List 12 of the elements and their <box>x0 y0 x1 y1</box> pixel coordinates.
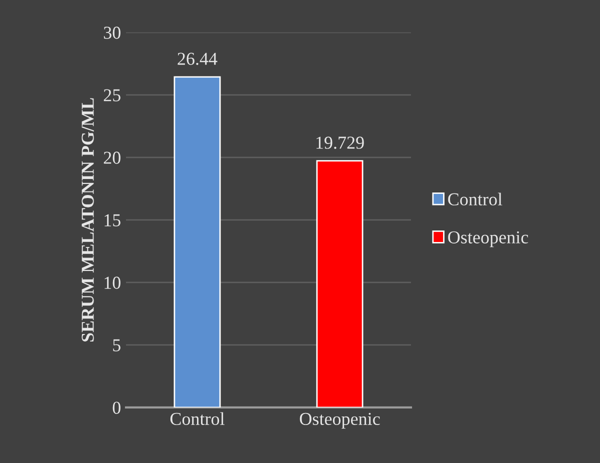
y-tick-label: 10 <box>104 276 120 289</box>
data-label: 19.729 <box>316 136 364 149</box>
y-tick-label: 20 <box>104 152 120 164</box>
y-axis-title: SERUM MELATONIN PG/ML <box>82 98 94 342</box>
y-tick-label: 25 <box>104 89 120 102</box>
y-tick-label: 0 <box>112 402 120 414</box>
legend-label: Control <box>448 192 502 206</box>
y-tick-label: 5 <box>113 339 120 352</box>
data-label: 26.44 <box>178 52 218 65</box>
legend-label: Osteopenic <box>448 231 528 248</box>
y-tick-label: 15 <box>104 214 120 226</box>
y-tick-label: 30 <box>104 26 120 39</box>
